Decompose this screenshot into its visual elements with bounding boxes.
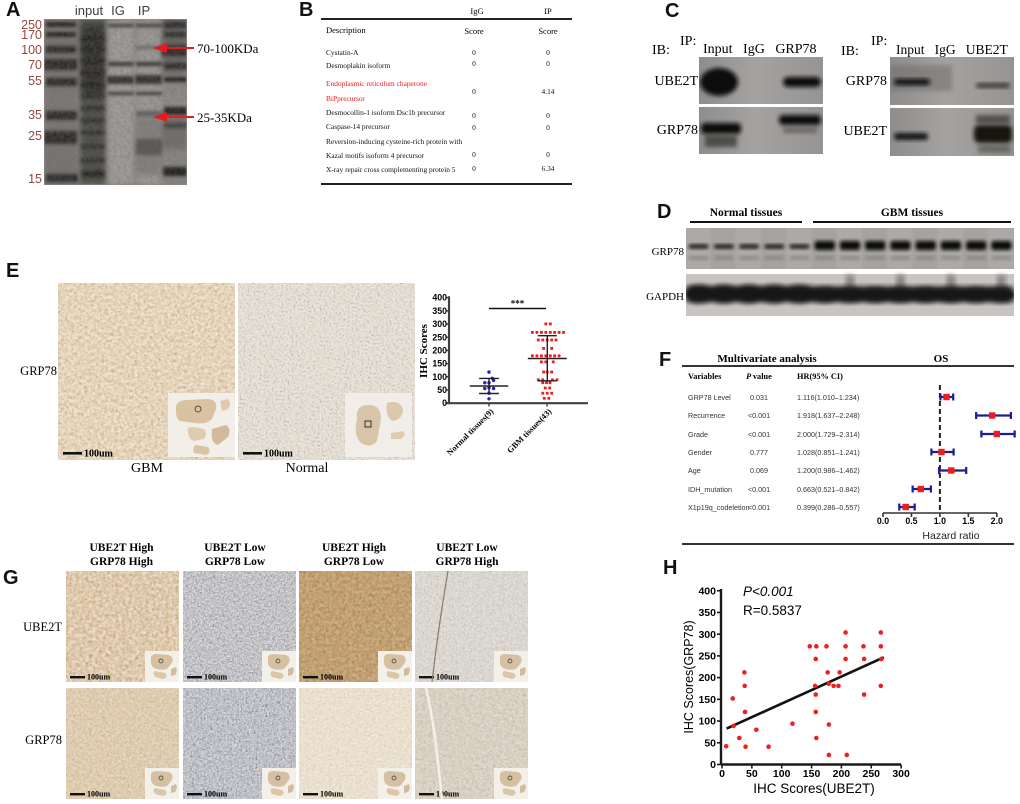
svg-text:100um: 100um <box>264 449 294 460</box>
svg-text:150: 150 <box>698 694 716 706</box>
svg-text:0: 0 <box>710 759 716 771</box>
svg-text:100um: 100um <box>84 449 114 460</box>
svg-text:100um: 100um <box>436 790 459 799</box>
svg-text:350: 350 <box>432 306 447 316</box>
svg-text:100um: 100um <box>204 790 227 799</box>
svg-text:300: 300 <box>698 629 716 641</box>
svg-text:400: 400 <box>698 585 716 597</box>
svg-text:100um: 100um <box>436 673 459 682</box>
svg-text:100um: 100um <box>320 673 343 682</box>
svg-text:100: 100 <box>773 768 791 780</box>
svg-text:IHC Scores: IHC Scores <box>418 323 430 378</box>
svg-text:50: 50 <box>746 768 758 780</box>
svg-text:2.0: 2.0 <box>991 516 1003 526</box>
svg-text:GBM tissues(43): GBM tissues(43) <box>505 407 553 455</box>
svg-text:250: 250 <box>862 768 880 780</box>
svg-text:50: 50 <box>437 385 447 395</box>
svg-text:IHC Scores(GRP78): IHC Scores(GRP78) <box>682 620 696 733</box>
svg-text:100um: 100um <box>320 790 343 799</box>
svg-text:100um: 100um <box>87 673 110 682</box>
svg-text:50: 50 <box>704 737 716 749</box>
svg-text:0: 0 <box>719 768 725 780</box>
svg-text:***: *** <box>511 299 525 309</box>
svg-text:150: 150 <box>432 359 447 369</box>
svg-text:250: 250 <box>698 651 716 663</box>
svg-text:Normal tissues(9): Normal tissues(9) <box>445 407 495 457</box>
svg-text:350: 350 <box>698 607 716 619</box>
svg-text:100um: 100um <box>87 790 110 799</box>
svg-text:1.0: 1.0 <box>934 516 946 526</box>
svg-text:200: 200 <box>698 672 716 684</box>
svg-text:0.5: 0.5 <box>905 516 917 526</box>
svg-text:150: 150 <box>803 768 821 780</box>
svg-text:300: 300 <box>432 319 447 329</box>
svg-text:IHC Scores(UBE2T): IHC Scores(UBE2T) <box>753 781 875 796</box>
svg-text:300: 300 <box>892 768 910 780</box>
svg-text:0.0: 0.0 <box>877 516 889 526</box>
svg-text:R=0.5837: R=0.5837 <box>743 603 802 618</box>
svg-text:P<0.001: P<0.001 <box>743 584 794 599</box>
svg-text:250: 250 <box>432 332 447 342</box>
svg-text:0: 0 <box>442 398 447 408</box>
svg-text:200: 200 <box>833 768 851 780</box>
svg-text:100um: 100um <box>204 673 227 682</box>
svg-text:100: 100 <box>698 716 716 728</box>
svg-text:200: 200 <box>432 345 447 355</box>
svg-text:100: 100 <box>432 372 447 382</box>
svg-text:400: 400 <box>432 293 447 303</box>
svg-text:1.5: 1.5 <box>962 516 974 526</box>
